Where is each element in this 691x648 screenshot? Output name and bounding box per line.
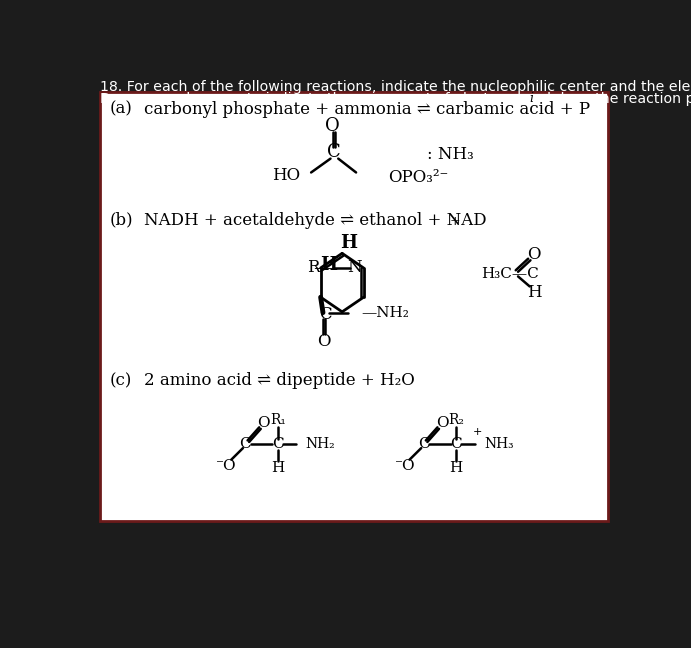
Text: ⁻O: ⁻O [395, 459, 415, 473]
Text: R₁: R₁ [270, 413, 286, 428]
Text: carbonyl phosphate + ammonia ⇌ carbamic acid + P: carbonyl phosphate + ammonia ⇌ carbamic … [144, 101, 591, 118]
Text: O: O [317, 332, 330, 350]
Text: H: H [449, 461, 463, 475]
Text: —: — [314, 259, 333, 277]
Text: N: N [347, 259, 361, 277]
Text: O: O [258, 417, 270, 430]
Text: H: H [320, 256, 337, 274]
Text: H₃C—C: H₃C—C [482, 267, 540, 281]
Text: R: R [307, 259, 319, 277]
Text: OPO₃²⁻: OPO₃²⁻ [388, 168, 449, 185]
Text: NADH + acetaldehyde ⇌ ethanol + NAD: NADH + acetaldehyde ⇌ ethanol + NAD [144, 212, 487, 229]
Text: O: O [527, 246, 541, 262]
Text: C: C [328, 143, 341, 161]
Text: —NH₂: —NH₂ [361, 306, 410, 319]
Bar [100, 91, 608, 521]
Text: R₂: R₂ [448, 413, 464, 428]
Text: C: C [240, 437, 251, 451]
Text: C: C [319, 306, 332, 323]
Text: Draw curved arrows to indicate the movement of electrons and draw the reaction p: Draw curved arrows to indicate the movem… [100, 93, 691, 106]
Text: i: i [530, 93, 533, 106]
Text: (c): (c) [110, 372, 132, 389]
Text: NH₂: NH₂ [305, 437, 335, 451]
Text: 2 amino acid ⇌ dipeptide + H₂O: 2 amino acid ⇌ dipeptide + H₂O [144, 372, 415, 389]
Text: (b): (b) [110, 212, 133, 229]
Text: C: C [451, 437, 462, 451]
Text: H: H [527, 284, 542, 301]
Text: : NH₃: : NH₃ [427, 146, 474, 163]
Text: H: H [340, 233, 357, 251]
Text: C: C [272, 437, 283, 451]
Text: O: O [325, 117, 340, 135]
Text: O: O [436, 417, 448, 430]
Text: ⁻O: ⁻O [216, 459, 237, 473]
Text: 18. For each of the following reactions, indicate the nucleophilic center and th: 18. For each of the following reactions,… [100, 80, 691, 94]
Text: +: + [473, 426, 482, 437]
Text: HO: HO [272, 167, 301, 184]
Text: +: + [450, 215, 460, 228]
Text: C: C [417, 437, 429, 451]
Text: NH₃: NH₃ [484, 437, 513, 451]
Text: H: H [271, 461, 285, 475]
Text: (a): (a) [110, 101, 133, 118]
